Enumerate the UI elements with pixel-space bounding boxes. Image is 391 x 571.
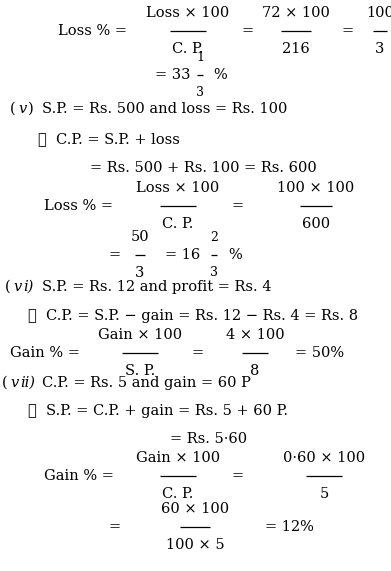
- Text: =: =: [108, 520, 120, 534]
- Text: = 12%: = 12%: [265, 520, 314, 534]
- Text: = Rs. 500 + Rs. 100 = Rs. 600: = Rs. 500 + Rs. 100 = Rs. 600: [90, 161, 317, 175]
- Text: 3: 3: [375, 42, 385, 56]
- Text: 0·60 × 100: 0·60 × 100: [283, 451, 365, 465]
- Text: =: =: [232, 469, 244, 483]
- Text: Gain % =: Gain % =: [44, 469, 114, 483]
- Text: Gain × 100: Gain × 100: [98, 328, 182, 342]
- Text: %: %: [213, 68, 227, 82]
- Text: 600: 600: [302, 217, 330, 231]
- Text: i): i): [23, 280, 33, 294]
- Text: 216: 216: [282, 42, 310, 56]
- Text: Gain % =: Gain % =: [10, 346, 80, 360]
- Text: Loss % =: Loss % =: [44, 199, 113, 213]
- Text: 100: 100: [366, 6, 391, 20]
- Text: Loss × 100: Loss × 100: [146, 6, 230, 20]
- Text: 50: 50: [131, 230, 149, 244]
- Text: 4 × 100: 4 × 100: [226, 328, 284, 342]
- Text: (: (: [5, 280, 11, 294]
- Text: = 50%: = 50%: [295, 346, 344, 360]
- Text: 3: 3: [210, 266, 218, 279]
- Text: =: =: [108, 248, 120, 262]
- Text: ∴  S.P. = C.P. + gain = Rs. 5 + 60 P.: ∴ S.P. = C.P. + gain = Rs. 5 + 60 P.: [28, 404, 288, 418]
- Text: Gain × 100: Gain × 100: [136, 451, 220, 465]
- Text: =: =: [342, 24, 354, 38]
- Text: S. P.: S. P.: [125, 364, 155, 378]
- Text: 3: 3: [196, 86, 204, 99]
- Text: (: (: [2, 376, 8, 390]
- Text: v: v: [13, 280, 21, 294]
- Text: 1: 1: [196, 51, 204, 64]
- Text: =: =: [242, 24, 254, 38]
- Text: =: =: [232, 199, 244, 213]
- Text: v: v: [18, 102, 26, 116]
- Text: %: %: [228, 248, 242, 262]
- Text: Loss % =: Loss % =: [58, 24, 127, 38]
- Text: (: (: [10, 102, 16, 116]
- Text: 60 × 100: 60 × 100: [161, 502, 229, 516]
- Text: S.P. = Rs. 12 and profit = Rs. 4: S.P. = Rs. 12 and profit = Rs. 4: [42, 280, 271, 294]
- Text: = 16: = 16: [165, 248, 200, 262]
- Text: 72 × 100: 72 × 100: [262, 6, 330, 20]
- Text: C. P.: C. P.: [162, 217, 194, 231]
- Text: 8: 8: [250, 364, 260, 378]
- Text: ∴  C.P. = S.P. + loss: ∴ C.P. = S.P. + loss: [38, 132, 180, 146]
- Text: =: =: [192, 346, 204, 360]
- Text: C. P.: C. P.: [162, 487, 194, 501]
- Text: v: v: [10, 376, 18, 390]
- Text: C.P. = Rs. 5 and gain = 60 P: C.P. = Rs. 5 and gain = 60 P: [42, 376, 251, 390]
- Text: 3: 3: [135, 266, 145, 280]
- Text: C. P.: C. P.: [172, 42, 204, 56]
- Text: S.P. = Rs. 500 and loss = Rs. 100: S.P. = Rs. 500 and loss = Rs. 100: [42, 102, 287, 116]
- Text: ): ): [28, 102, 34, 116]
- Text: Loss × 100: Loss × 100: [136, 181, 220, 195]
- Text: 100 × 5: 100 × 5: [166, 538, 224, 552]
- Text: 2: 2: [210, 231, 218, 244]
- Text: 100 × 100: 100 × 100: [277, 181, 355, 195]
- Text: = Rs. 5·60: = Rs. 5·60: [170, 432, 247, 446]
- Text: ii): ii): [20, 376, 35, 390]
- Text: 5: 5: [319, 487, 328, 501]
- Text: = 33: = 33: [155, 68, 190, 82]
- Text: ∴  C.P. = S.P. − gain = Rs. 12 − Rs. 4 = Rs. 8: ∴ C.P. = S.P. − gain = Rs. 12 − Rs. 4 = …: [28, 309, 358, 323]
